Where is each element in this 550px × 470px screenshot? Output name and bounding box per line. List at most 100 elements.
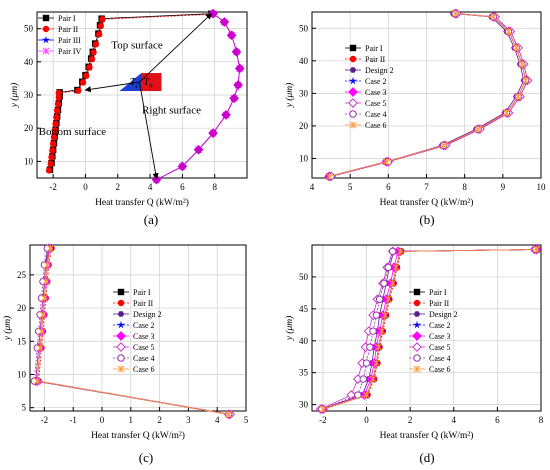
data-point [40, 294, 48, 302]
y-tick-label: 50 [299, 272, 309, 282]
series-line [156, 13, 241, 181]
legend-label: Pair IV [58, 47, 82, 56]
series-line [329, 13, 525, 177]
data-point [378, 327, 386, 335]
x-tick-label: 8 [462, 182, 467, 192]
x-tick-label: 4 [310, 182, 315, 192]
data-point [99, 16, 106, 23]
series-line [331, 13, 529, 177]
y-tick-label: 40 [24, 57, 34, 67]
data-point [54, 100, 62, 108]
legend-marker [117, 354, 125, 362]
data-point [325, 172, 333, 180]
data-point [512, 44, 520, 52]
legend-marker [413, 288, 421, 296]
data-point [503, 109, 511, 117]
x-tick-label: 0 [364, 415, 369, 425]
legend-marker [116, 320, 126, 329]
data-point [522, 76, 530, 84]
x-tick-label: -2 [319, 415, 327, 425]
panel-1: 4 5 6 7 8 9 10 10 20 30 40 50 Heat transfer Q (kW/m²… [284, 8, 546, 227]
legend-marker [413, 311, 421, 317]
x-tick-label: 2 [116, 182, 121, 192]
data-point [346, 390, 357, 400]
y-tick-label: 30 [299, 88, 309, 98]
data-point [388, 247, 397, 256]
legend-marker [412, 342, 422, 352]
data-point [36, 344, 44, 352]
data-point [359, 375, 367, 383]
data-point [95, 31, 103, 38]
legend-marker [348, 76, 358, 85]
data-point [231, 46, 242, 57]
legend-marker [116, 342, 126, 352]
annotation-text: Top surface [111, 40, 163, 52]
y-tick-label: 20 [17, 303, 27, 313]
annotation-text: Th [144, 77, 154, 90]
y-tick-label: 10 [24, 156, 34, 166]
annotation-text: Tc [130, 77, 140, 90]
y-tick-label: 20 [299, 121, 309, 131]
x-tick-label: 3 [186, 415, 191, 425]
legend-label: Pair II [58, 25, 79, 34]
legend-label: Pair I [429, 288, 447, 297]
panel-label: (a) [144, 212, 158, 227]
legend-marker [349, 121, 357, 129]
y-axis-label: y (μm) [9, 83, 20, 109]
series-line [331, 13, 529, 177]
panel-0: -2 0 2 4 6 8 10 20 30 40 50 Heat transfer Q (kW/m²)… [9, 8, 248, 227]
data-point [226, 30, 237, 41]
data-point [440, 141, 448, 150]
data-point [374, 343, 383, 351]
legend-label: Pair II [365, 55, 386, 64]
series-line [329, 13, 527, 177]
y-tick-label: 45 [299, 304, 309, 314]
panel-3: -2 0 2 4 6 8 30 35 40 45 50 Heat transfer Q (kW/m²)… [284, 244, 544, 465]
data-point [90, 49, 97, 56]
x-tick-label: 2 [157, 415, 162, 425]
data-point [53, 114, 60, 121]
data-point [505, 27, 513, 36]
data-point [362, 391, 371, 399]
series-line [320, 249, 535, 410]
data-point [55, 89, 63, 97]
data-point [193, 144, 204, 155]
x-tick-label: 6 [180, 182, 185, 192]
legend-marker [412, 320, 422, 329]
y-tick-label: 40 [299, 56, 309, 66]
series-line [322, 249, 537, 410]
y-tick-label: 30 [24, 90, 34, 100]
legend-label: Case 4 [133, 354, 155, 363]
legend-label: Pair II [429, 299, 450, 308]
hot-side-block [141, 73, 162, 92]
legend-label: Design 2 [429, 310, 458, 319]
x-tick-label: -1 [69, 415, 77, 425]
legend-label: Case 2 [365, 77, 387, 86]
legend-marker [413, 299, 421, 307]
data-point [49, 147, 56, 154]
data-point [372, 359, 380, 367]
x-tick-label: 6 [386, 182, 391, 192]
panel-label: (c) [139, 450, 153, 465]
series-line [329, 13, 527, 177]
data-point [219, 17, 230, 27]
data-point [225, 410, 233, 418]
series-line [156, 13, 241, 181]
legend-label: Case 3 [365, 88, 387, 97]
data-point [474, 125, 482, 133]
y-tick-label: 10 [17, 369, 27, 379]
data-point [46, 244, 54, 252]
x-tick-label: -2 [49, 182, 57, 192]
legend-marker [41, 35, 51, 44]
panel-2: -2 -1 0 1 2 3 4 5 5 10 15 20 25 Heat transfer Q (kW/m… [2, 243, 249, 465]
x-axis-label: Heat transfer Q (kW/m²) [380, 197, 474, 208]
legend-label: Case 6 [429, 365, 451, 374]
data-point [229, 93, 239, 104]
legend-marker [349, 67, 357, 73]
annotation-arrow [139, 13, 213, 83]
y-tick-label: 50 [24, 24, 34, 34]
x-tick-label: 4 [215, 415, 220, 425]
legend-label: Case 5 [365, 99, 387, 108]
data-point [221, 110, 231, 120]
legend-marker [413, 365, 421, 373]
